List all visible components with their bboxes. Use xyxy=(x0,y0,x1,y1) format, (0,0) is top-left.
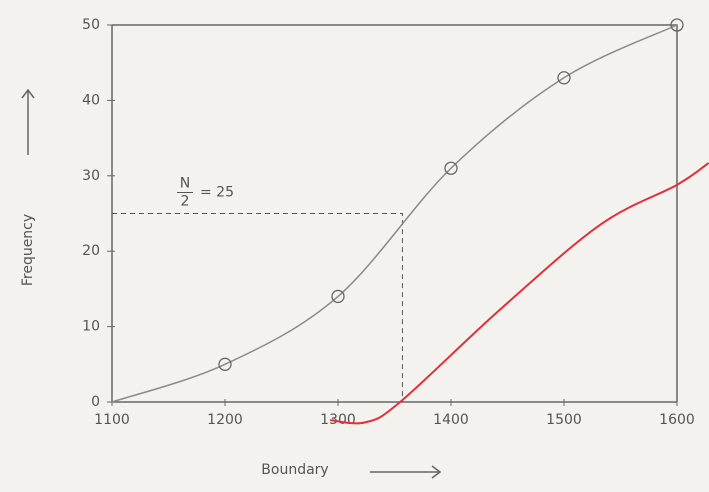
x-axis-arrow xyxy=(370,465,442,479)
data-point xyxy=(444,161,458,175)
y-axis-label: Frequency xyxy=(20,214,36,286)
data-point xyxy=(331,289,345,304)
annotation-denominator: 2 xyxy=(181,194,190,210)
y-tick-label: 40 xyxy=(82,92,100,108)
x-tick-label: 1500 xyxy=(546,412,582,428)
data-point xyxy=(557,71,571,85)
y-tick-label: 50 xyxy=(82,17,100,33)
data-point xyxy=(670,18,684,32)
data-point xyxy=(218,357,232,371)
series-line xyxy=(329,162,709,425)
y-axis-arrow xyxy=(21,88,35,155)
y-tick-label: 20 xyxy=(82,243,100,259)
x-tick-label: 1400 xyxy=(433,412,469,428)
median-guide xyxy=(112,213,403,402)
y-tick-label: 0 xyxy=(91,394,100,410)
x-tick-label: 1200 xyxy=(207,412,243,428)
x-axis-label: Boundary xyxy=(261,462,328,478)
annotation-text: = 25 xyxy=(200,185,234,201)
y-tick-label: 30 xyxy=(82,168,100,184)
series-line xyxy=(111,24,678,403)
x-tick-label: 1600 xyxy=(659,412,695,428)
x-tick-label: 1100 xyxy=(94,412,130,428)
annotation-numerator: N xyxy=(180,176,190,192)
y-tick-label: 10 xyxy=(82,319,100,335)
x-tick-label: 1300 xyxy=(320,412,356,428)
